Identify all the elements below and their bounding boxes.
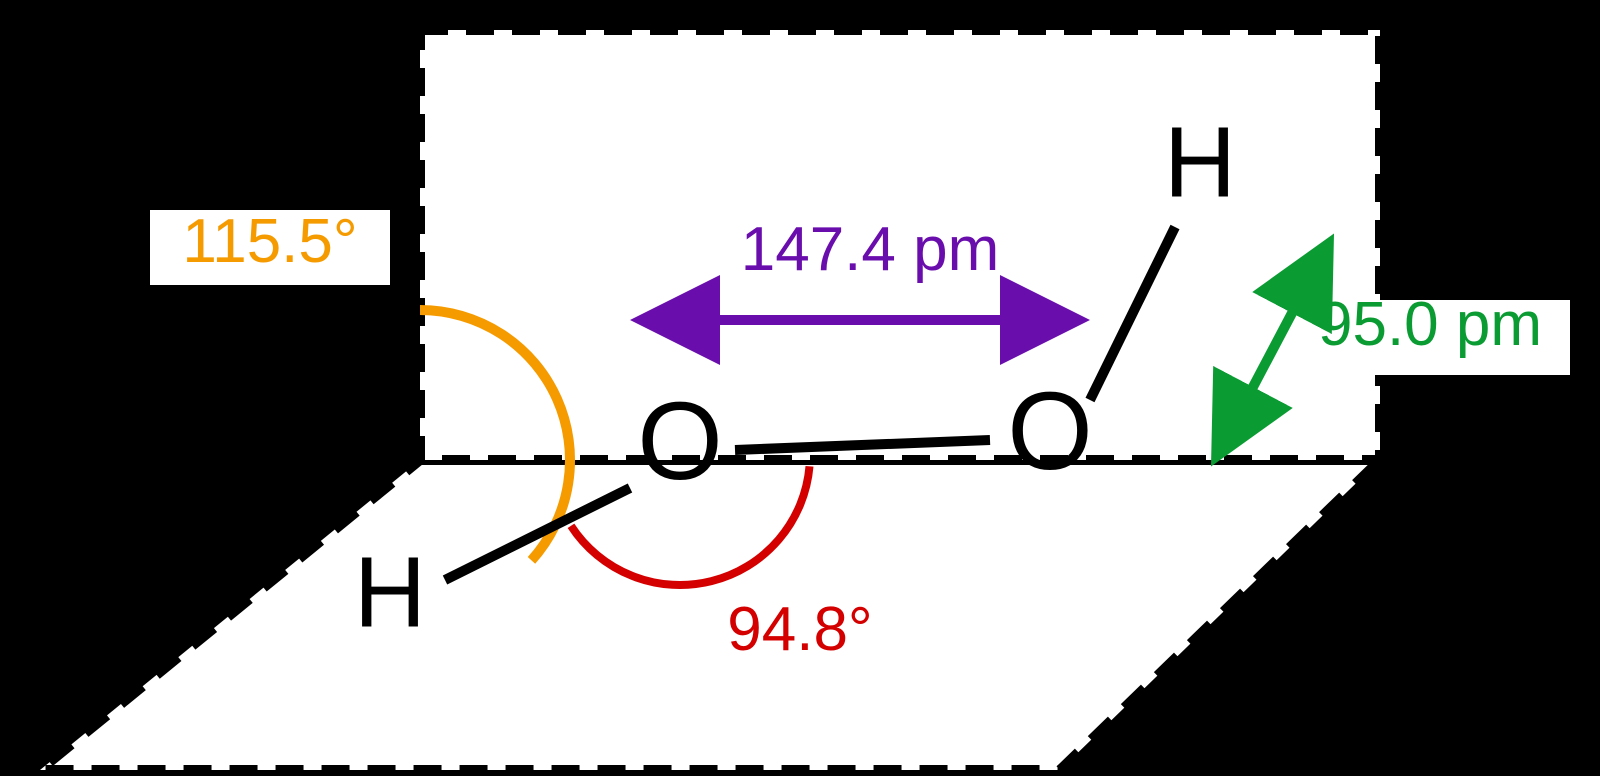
atom-h1: H	[354, 536, 426, 648]
label-oo-length: 147.4 pm	[741, 215, 1000, 284]
atom-o1: O	[637, 380, 723, 503]
atom-o2: O	[1007, 370, 1093, 493]
label-dihedral: 115.5°	[182, 207, 357, 276]
molecule-diagram: O O H H 115.5° 147.4 pm 95.0 pm 94.8°	[0, 0, 1600, 776]
atom-h2: H	[1164, 106, 1236, 218]
label-hoo-angle: 94.8°	[727, 595, 872, 664]
plane-horizontal	[40, 460, 1380, 770]
label-oh-length: 95.0 pm	[1318, 290, 1542, 359]
